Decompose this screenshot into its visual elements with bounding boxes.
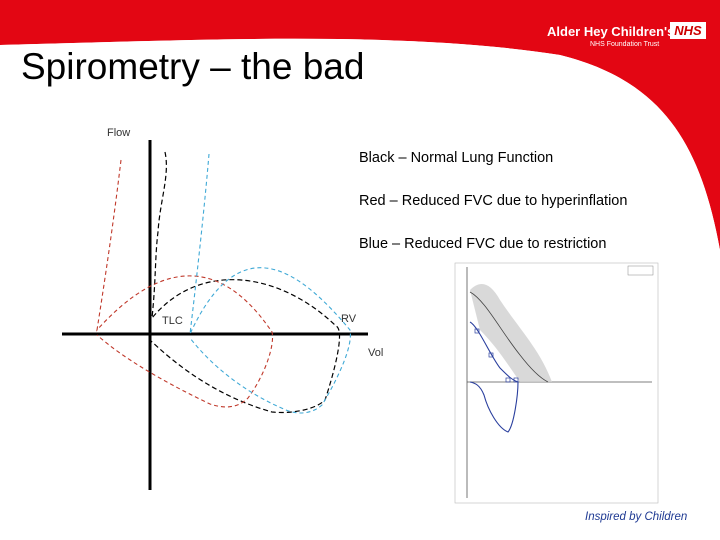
- slide-title: Spirometry – the bad: [21, 46, 365, 87]
- legend-blue: Blue – Reduced FVC due to restriction: [359, 236, 607, 252]
- predicted-curve: [469, 291, 549, 383]
- rv-label: RV: [341, 313, 357, 325]
- legend-black: Black – Normal Lung Function: [359, 150, 554, 166]
- restriction-curve: [189, 153, 351, 414]
- marker-1: [474, 328, 480, 334]
- hyperinflation-curve: [96, 159, 274, 408]
- brand-name: Alder Hey Children's: [547, 24, 675, 39]
- marker-4: [513, 377, 519, 383]
- thumbnail-legend-box: [627, 265, 654, 276]
- tlc-label: TLC: [162, 315, 183, 327]
- normal-curve: [149, 151, 341, 414]
- marker-3: [505, 377, 511, 383]
- y-axis-label: Flow: [107, 127, 130, 139]
- footer-tagline: Inspired by Children: [585, 511, 688, 523]
- red-header-band: [0, 0, 720, 250]
- nhs-badge: NHS: [670, 22, 706, 39]
- legend-red: Red – Reduced FVC due to hyperinflation: [359, 193, 628, 209]
- marker-2: [488, 352, 494, 358]
- predicted-range-band: [470, 284, 552, 382]
- brand-trust: NHS Foundation Trust: [590, 41, 660, 48]
- patient-loop: [469, 321, 519, 433]
- x-axis-label: Vol: [368, 347, 383, 359]
